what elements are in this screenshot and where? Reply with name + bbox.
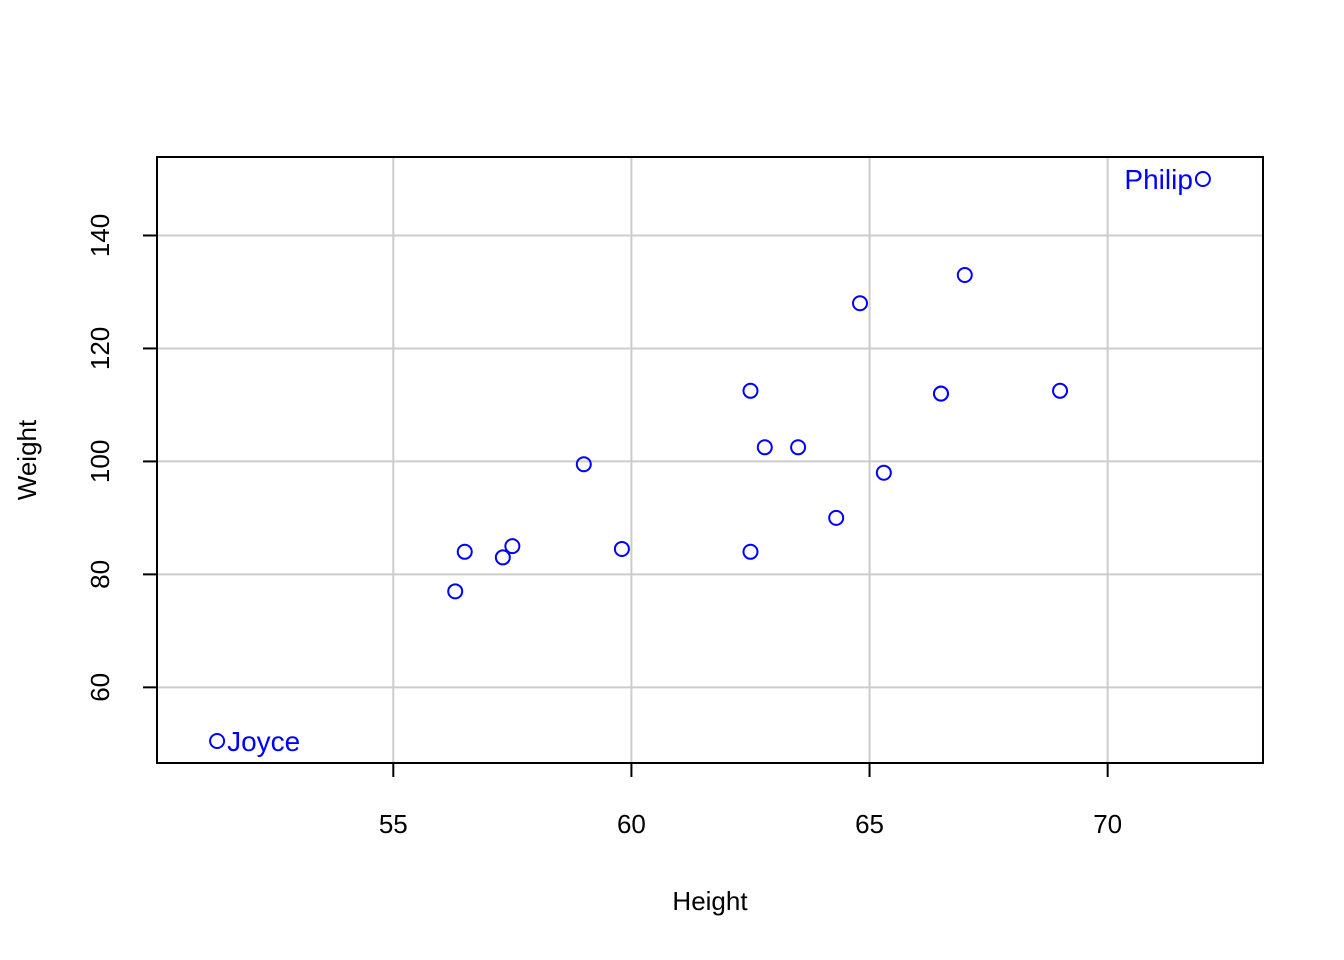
y-axis-label: Weight (12, 419, 42, 500)
plot-frame (156, 156, 1264, 764)
data-point (209, 733, 226, 749)
y-tick-label: 100 (85, 440, 115, 483)
data-point (932, 385, 949, 402)
point-label: Joyce (227, 726, 300, 757)
data-points (209, 171, 1211, 749)
x-tick-label: 65 (855, 809, 884, 839)
y-tick-label: 120 (85, 327, 115, 370)
y-tick-label: 60 (85, 673, 115, 702)
data-point (852, 295, 869, 312)
grid-lines (157, 157, 1263, 763)
data-point (1194, 171, 1211, 187)
data-point (828, 509, 845, 526)
data-point (447, 583, 464, 600)
data-point (742, 543, 759, 560)
data-point (756, 439, 773, 456)
data-point (494, 549, 511, 566)
x-axis-label: Height (672, 886, 748, 916)
y-tick-label: 140 (85, 214, 115, 257)
data-point (1052, 382, 1069, 399)
data-point (504, 538, 521, 555)
data-point (575, 456, 592, 473)
x-tick-label: 55 (379, 809, 408, 839)
y-axis: 60 80 100 120 140 (85, 214, 157, 702)
data-point (790, 439, 807, 456)
x-axis: 55 60 65 70 (379, 763, 1122, 839)
data-point (742, 382, 759, 399)
data-point (613, 540, 630, 557)
data-point (956, 267, 973, 284)
data-point (875, 464, 892, 481)
y-tick-label: 80 (85, 560, 115, 589)
point-label: Philip (1124, 164, 1192, 195)
x-tick-label: 60 (617, 809, 646, 839)
data-point (456, 543, 473, 560)
x-tick-label: 70 (1093, 809, 1122, 839)
point-labels: Joyce Philip (227, 164, 1193, 757)
